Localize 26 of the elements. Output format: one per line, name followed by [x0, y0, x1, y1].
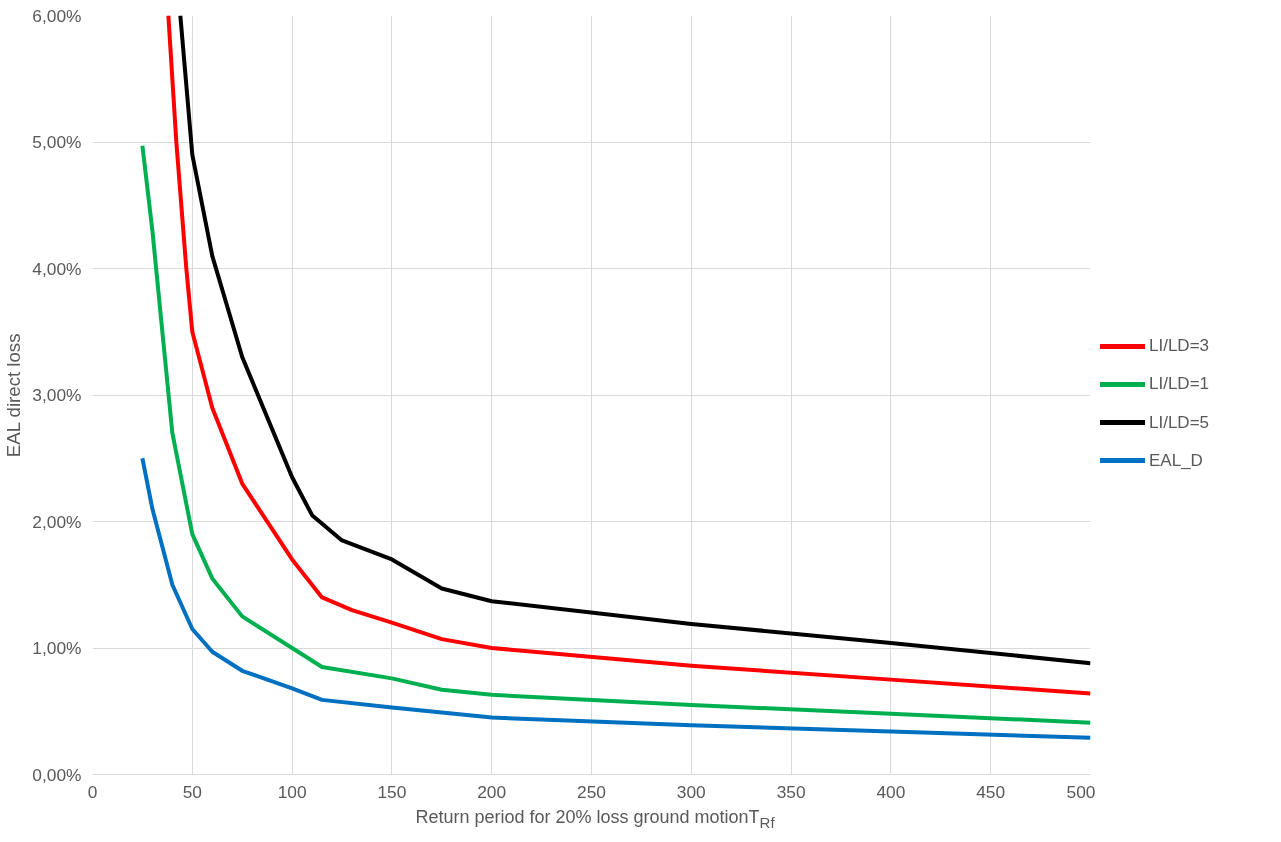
x-tick-label: 50	[182, 781, 202, 802]
y-tick-label: 1,00%	[32, 638, 82, 658]
x-tick-label: 250	[577, 781, 606, 802]
legend-label: LI/LD=3	[1149, 335, 1210, 357]
x-axis-title: Return period for 20% loss ground motionT$_{Rf}$	[414, 806, 776, 833]
x-tick-label: 0	[87, 781, 98, 802]
x-tick-label: 100	[277, 781, 307, 802]
y-axis-title: EAL direct loss	[3, 333, 25, 458]
x-tick-label: 500	[1066, 781, 1096, 802]
y-tick-label: 2,00%	[32, 511, 82, 532]
y-tick-label: 4,00%	[32, 258, 82, 279]
x-tick-label: 150	[377, 781, 407, 802]
x-tick-label: 300	[676, 781, 706, 802]
x-tick-label: 350	[776, 781, 806, 802]
legend-label: LI/LD=5	[1149, 411, 1210, 434]
x-tick-label: 450	[976, 781, 1006, 802]
x-tick-label: 400	[876, 781, 906, 802]
legend-label: LI/LD=1	[1149, 373, 1210, 396]
y-tick-label: 6,00%	[32, 5, 82, 26]
y-tick-label: 0,00%	[32, 764, 82, 785]
y-tick-label: 5,00%	[32, 132, 82, 152]
y-tick-label: 3,00%	[32, 385, 82, 405]
legend-label: EAL_D	[1149, 449, 1203, 472]
line-series	[140, 456, 1091, 740]
x-tick-label: 200	[477, 781, 507, 802]
line-series	[140, 143, 1091, 725]
